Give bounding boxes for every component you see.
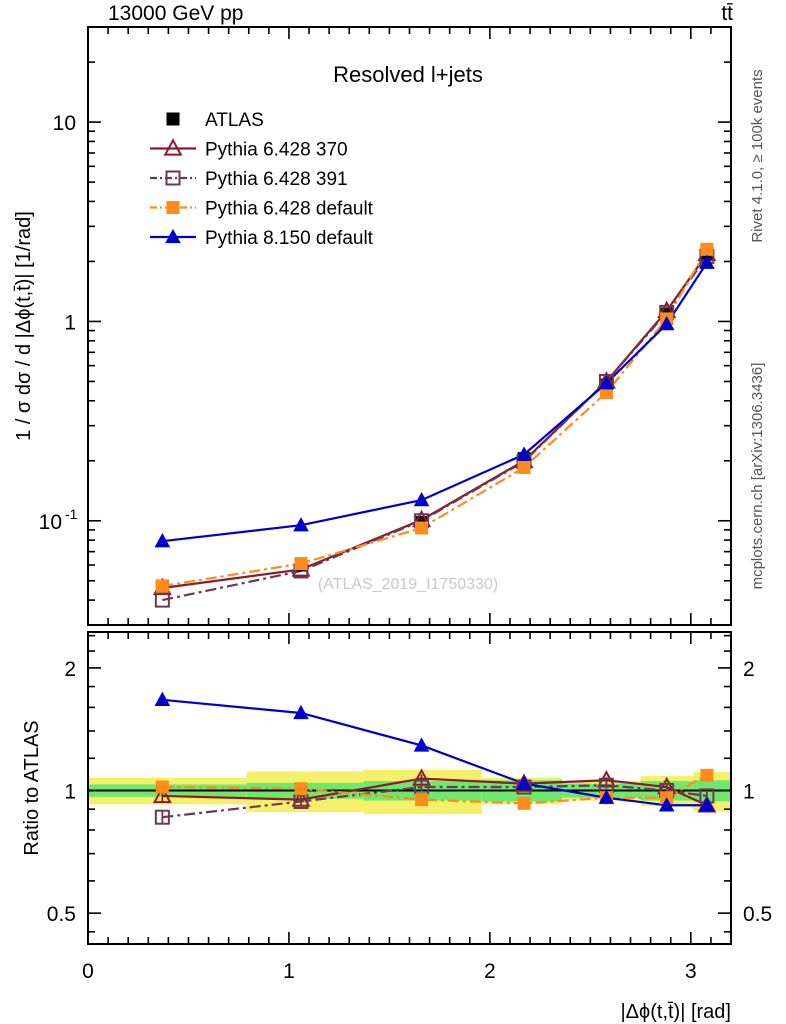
ratio-point-Pythia-6-428-391-0 — [154, 809, 170, 825]
legend-marker-2 — [165, 170, 181, 186]
header-process: tt̄ — [721, 2, 733, 25]
legend-marker-0 — [166, 112, 180, 126]
data-point-Pythia-6-428-391-0 — [154, 592, 170, 608]
ratio-uncertainty-bands — [88, 769, 731, 815]
data-point-Pythia-8-150-default-0 — [154, 533, 171, 548]
data-point-Pythia-8-150-default-4 — [598, 375, 615, 390]
side-text-mcplots: mcplots.cern.ch [arXiv:1306.3436] — [749, 363, 766, 590]
data-point-Pythia-6-428-default-1 — [294, 557, 308, 571]
series-line-Pythia-6-428-391 — [162, 255, 708, 602]
main-panel-series — [152, 242, 717, 608]
ratio-point-Pythia-8-150-default-1 — [293, 704, 309, 720]
header-beam-energy: 13000 GeV pp — [108, 2, 243, 25]
ratio-point-Pythia-8-150-default-3 — [516, 775, 532, 790]
y-axis-label-ratio: Ratio to ATLAS — [21, 720, 43, 855]
legend-label-2: Pythia 6.428 391 — [205, 169, 348, 190]
ytick-label-ratio-right-0.5: 0.5 — [743, 903, 772, 926]
series-line-Pythia-6-428-370 — [162, 253, 708, 590]
analysis-watermark: (ATLAS_2019_I1750330) — [318, 576, 498, 593]
ytick-label-ratio-0.5: 0.5 — [47, 903, 76, 926]
xtick-label-3: 3 — [685, 960, 697, 983]
ratio-point-Pythia-6-428-default-1 — [294, 782, 308, 796]
ytick-label-0p1-exponent: -1 — [65, 506, 78, 522]
x-axis-label: |Δϕ(t,t̄)| [rad] — [620, 1001, 731, 1023]
data-point-Pythia-6-428-default-0 — [155, 579, 169, 593]
xtick-label-1: 1 — [283, 960, 295, 983]
ytick-label-ratio-right-1: 1 — [743, 781, 755, 804]
legend-label-1: Pythia 6.428 370 — [205, 140, 348, 161]
legend-label-4: Pythia 8.150 default — [205, 228, 374, 249]
ratio-point-Pythia-8-150-default-6 — [699, 797, 715, 812]
legend: ATLAS Pythia 6.428 370 Pythia 6.428 391 Pyt… — [150, 110, 374, 249]
legend-marker-1 — [163, 138, 183, 156]
main-panel-frame — [87, 26, 732, 626]
data-point-Pythia-8-150-default-2 — [413, 491, 430, 507]
data-point-Pythia-6-428-default-3 — [517, 461, 531, 475]
legend-marker-3 — [166, 201, 180, 214]
legend-label-0: ATLAS — [205, 110, 264, 131]
data-point-Pythia-8-150-default-1 — [293, 517, 309, 532]
data-point-Pythia-8-150-default-5 — [658, 315, 675, 331]
series-line-Pythia-8-150-default — [162, 262, 708, 543]
ratio-point-Pythia-6-428-370-0 — [152, 785, 172, 804]
ratio-point-Pythia-6-428-default-2 — [415, 793, 429, 807]
xtick-label-0: 0 — [82, 960, 94, 983]
ratio-panel-series — [152, 691, 717, 825]
ratio-point-Pythia-6-428-default-0 — [155, 780, 169, 794]
ratio-point-Pythia-6-428-default-3 — [517, 796, 531, 810]
y-axis-label-main: 1 / σ dσ / d |Δϕ(t,t̄)| [1/rad] — [13, 211, 35, 441]
ytick-label-ratio-right-2: 2 — [743, 658, 755, 681]
main-panel-title: Resolved l+jets — [333, 62, 483, 87]
series-line-Pythia-6-428-default — [162, 248, 708, 588]
side-text-rivet-version: Rivet 4.1.0, ≥ 100k events — [749, 69, 766, 242]
xtick-label-2: 2 — [484, 960, 496, 983]
legend-marker-4 — [165, 228, 181, 244]
ratio-point-Pythia-6-428-default-6 — [700, 768, 714, 782]
data-point-Pythia-6-428-default-6 — [700, 242, 714, 256]
ratio-point-Pythia-8-150-default-0 — [154, 691, 171, 706]
ratio-point-Pythia-8-150-default-5 — [658, 797, 675, 812]
ytick-label-ratio-1: 1 — [64, 781, 76, 804]
data-point-Pythia-6-428-default-2 — [415, 521, 429, 535]
data-point-Pythia-8-150-default-3 — [516, 446, 532, 461]
ytick-label-10: 10 — [53, 112, 76, 135]
data-point-Pythia-8-150-default-6 — [699, 254, 715, 269]
ytick-label-0p1: 10 — [39, 511, 62, 534]
ytick-label-1: 1 — [64, 311, 76, 334]
ratio-point-Pythia-8-150-default-2 — [413, 737, 430, 752]
ratio-point-Pythia-8-150-default-4 — [598, 789, 615, 804]
axis-ticks — [87, 26, 732, 944]
legend-label-3: Pythia 6.428 default — [205, 199, 374, 220]
ytick-label-ratio-2: 2 — [64, 658, 76, 681]
